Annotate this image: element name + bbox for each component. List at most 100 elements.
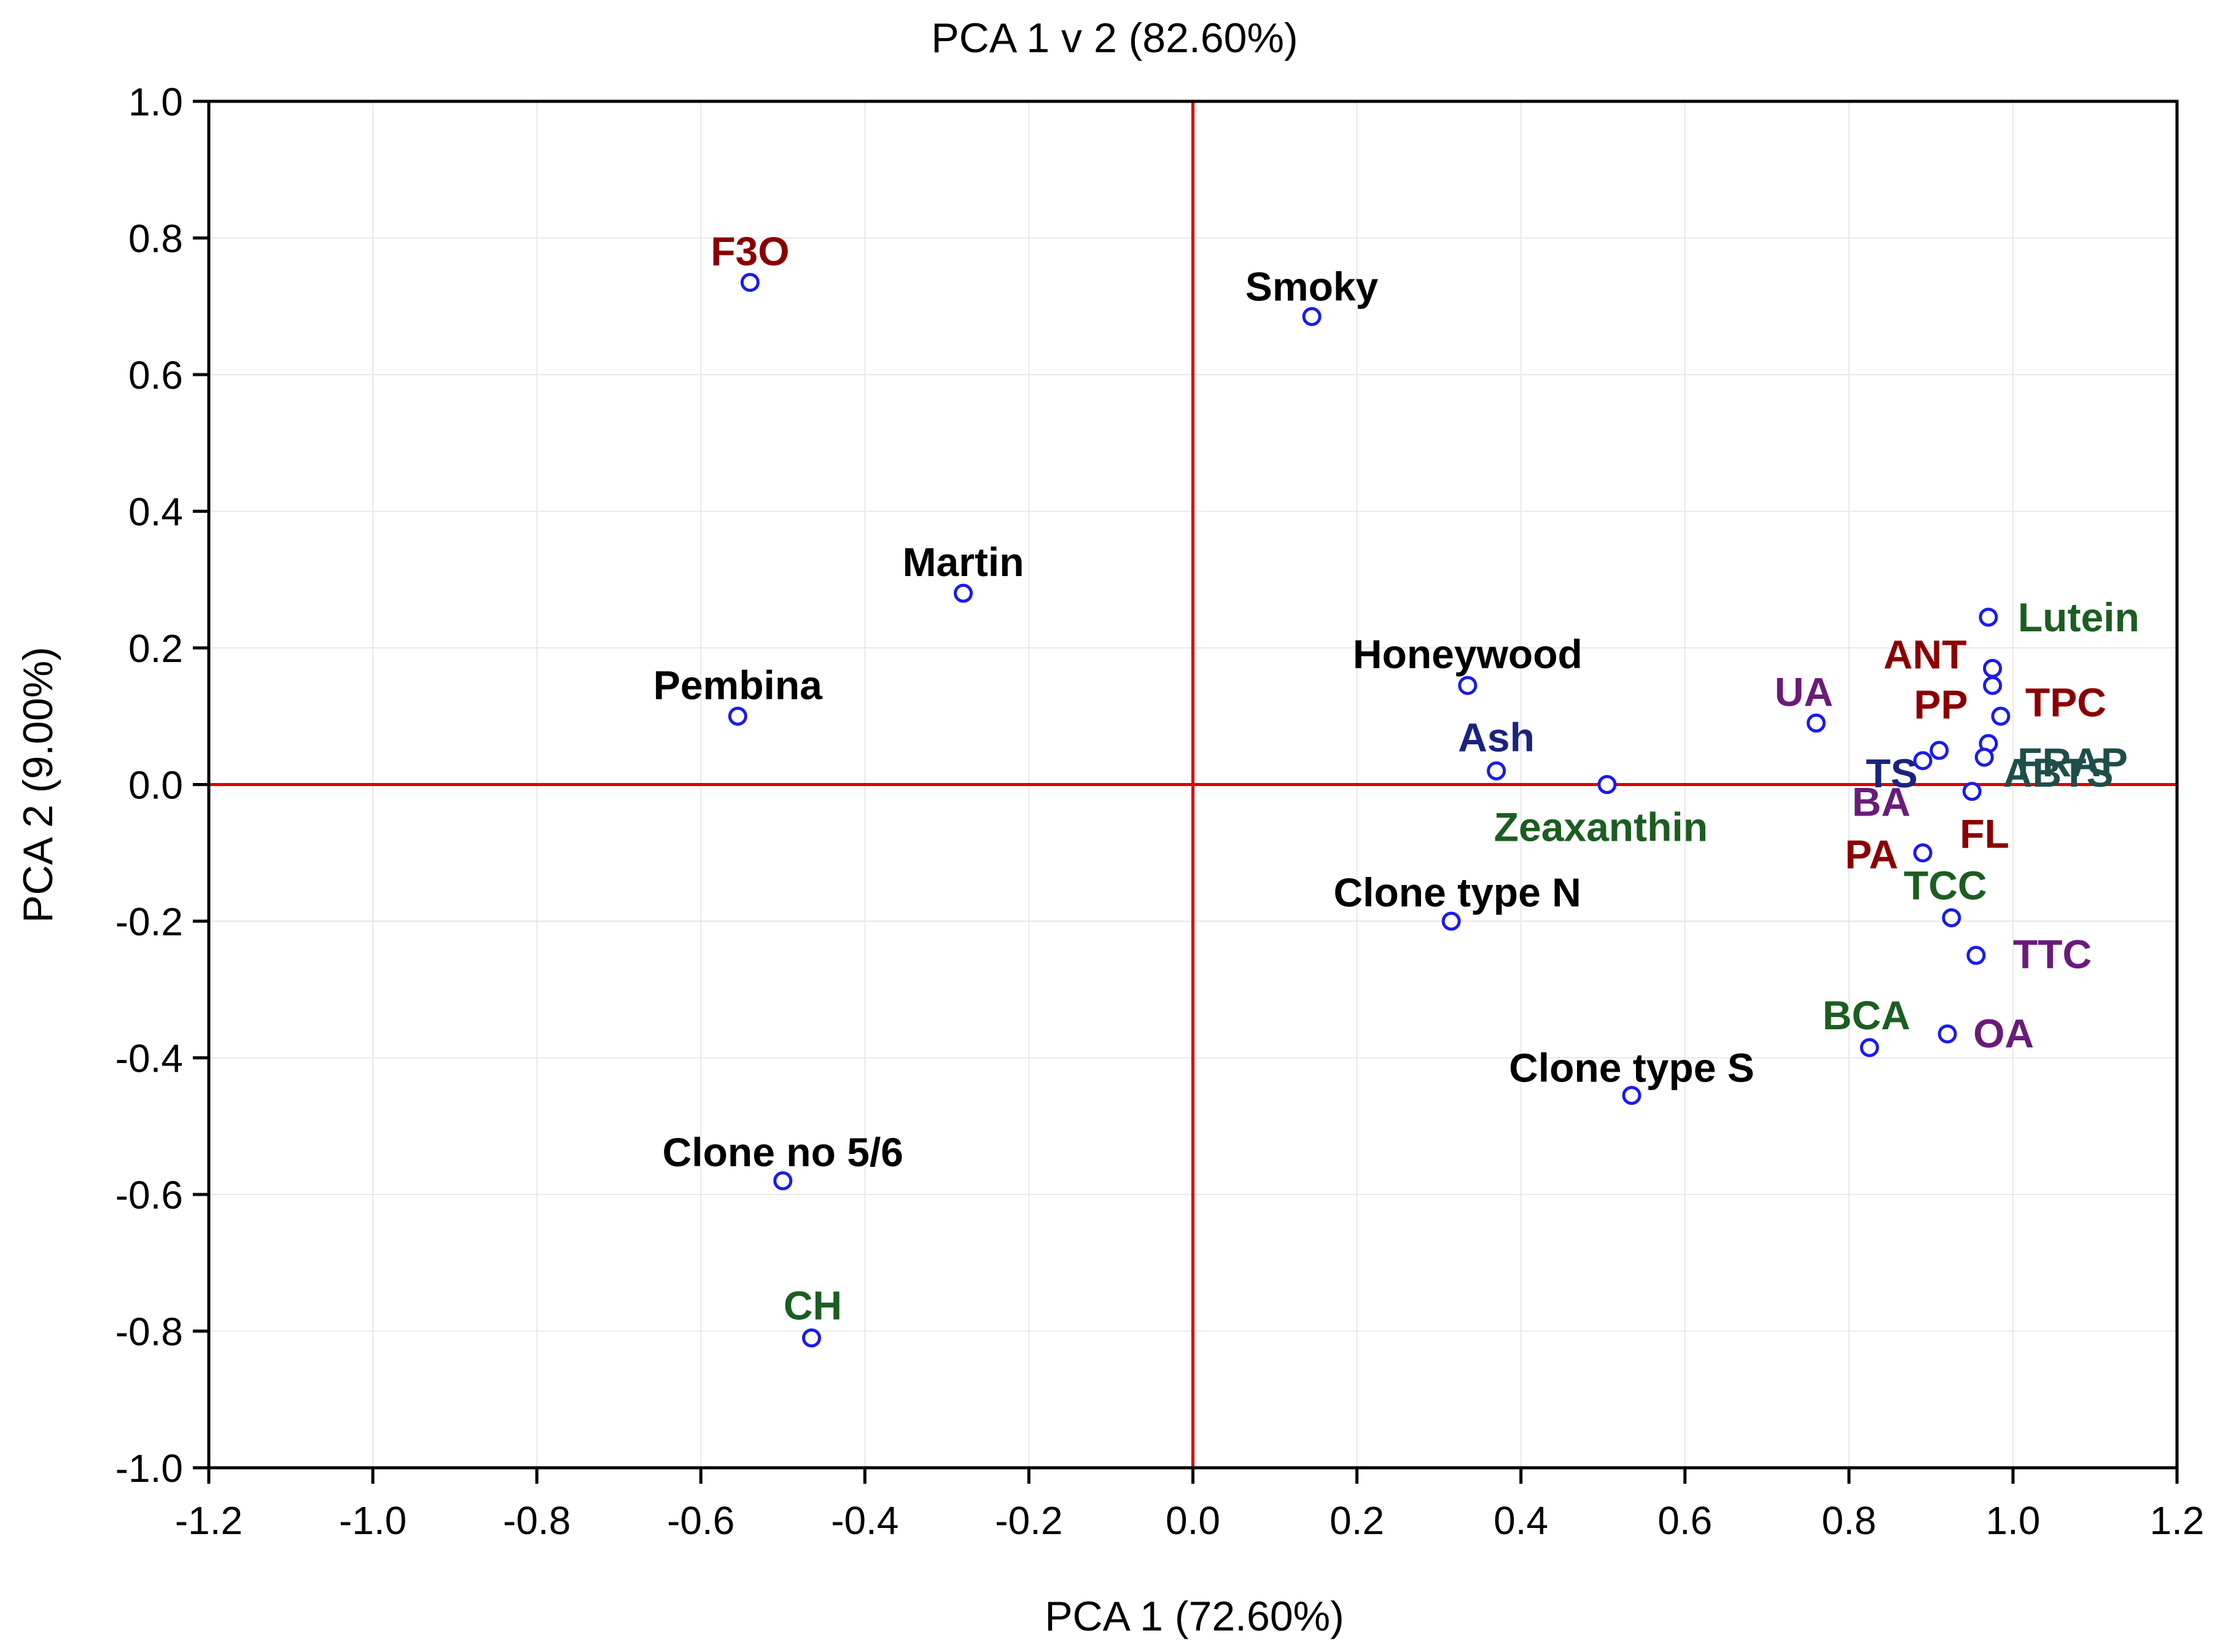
- x-tick-label: -0.4: [831, 1498, 898, 1543]
- data-point: Smoky: [1245, 263, 1379, 326]
- point-label: TTC: [2013, 932, 2092, 977]
- point-label: Zeaxanthin: [1494, 805, 1708, 850]
- data-point: PA: [1845, 832, 1933, 877]
- point-label: ANT: [1883, 631, 1967, 677]
- point-label: UA: [1775, 669, 1833, 714]
- x-tick-label: -1.0: [339, 1498, 407, 1543]
- y-tick-label: 0.4: [128, 490, 183, 534]
- data-point: Lutein: [1979, 594, 2140, 640]
- point-label: OA: [1973, 1011, 2034, 1056]
- point-label: PP: [1914, 682, 1968, 727]
- point-label: Clone type N: [1333, 870, 1581, 915]
- chart-title: PCA 1 v 2 (82.60%): [931, 15, 1298, 61]
- point-label: Lutein: [2018, 594, 2140, 640]
- data-point: OA: [1938, 1011, 2034, 1056]
- point-marker: [1962, 782, 1982, 801]
- data-point: Clone type S: [1509, 1045, 1755, 1105]
- point-marker: [1806, 713, 1826, 733]
- point-marker: [1991, 706, 2011, 726]
- data-point: TTC: [1966, 932, 2092, 977]
- x-tick-label: -0.2: [995, 1498, 1062, 1543]
- point-label: ABTS: [2003, 750, 2114, 795]
- point-label: F3O: [711, 228, 789, 274]
- x-tick-label: 0.0: [1166, 1498, 1220, 1543]
- x-tick-label: 1.0: [1985, 1498, 2040, 1543]
- point-marker: [1930, 741, 1949, 760]
- data-point: Pembina: [653, 662, 823, 726]
- point-label: CH: [784, 1283, 842, 1328]
- x-tick-label: 0.6: [1657, 1498, 1712, 1543]
- point-marker: [802, 1328, 822, 1348]
- point-label: TPC: [2025, 679, 2106, 725]
- data-point: ABTS: [1979, 734, 2114, 795]
- point-marker: [1942, 908, 1961, 927]
- y-tick-label: 0.6: [128, 353, 183, 397]
- point-marker: [1983, 676, 2003, 695]
- data-point: Martin: [903, 539, 1024, 603]
- point-marker: [1441, 911, 1461, 931]
- data-point: BCA: [1823, 992, 1910, 1058]
- y-tick-label: -0.6: [115, 1173, 183, 1217]
- y-tick-label: -0.4: [115, 1037, 183, 1081]
- point-label: BCA: [1823, 992, 1910, 1038]
- point-marker: [1597, 775, 1617, 794]
- point-marker: [1974, 747, 1994, 767]
- point-label: Clone type S: [1509, 1045, 1755, 1091]
- x-axis-title: PCA 1 (72.60%): [1045, 1593, 1344, 1640]
- data-point: TS: [1866, 741, 1949, 796]
- data-point: FRAP: [1974, 739, 2128, 785]
- point-marker: [954, 583, 973, 603]
- x-tick-label: 0.4: [1494, 1498, 1548, 1543]
- point-marker: [1966, 946, 1986, 965]
- point-label: BA: [1852, 779, 1910, 825]
- data-point: CH: [784, 1283, 842, 1348]
- x-tick-label: -1.2: [175, 1498, 243, 1543]
- data-point: TPC: [1991, 679, 2106, 726]
- point-marker: [1860, 1038, 1879, 1058]
- point-label: TS: [1866, 750, 1917, 796]
- point-label: Martin: [903, 539, 1024, 585]
- point-label: Ash: [1458, 714, 1535, 760]
- y-tick-label: -0.2: [115, 900, 183, 944]
- point-marker: [1913, 843, 1933, 863]
- point-label: FL: [1960, 811, 2009, 857]
- data-point: Ash: [1458, 714, 1535, 781]
- point-marker: [1979, 607, 1998, 627]
- data-point: Clone no 5/6: [663, 1129, 903, 1191]
- y-tick-label: 0.8: [128, 217, 183, 261]
- y-tick-label: -0.8: [115, 1310, 183, 1354]
- x-tick-label: 0.8: [1821, 1498, 1876, 1543]
- point-label: PA: [1845, 832, 1898, 877]
- data-point: BA: [1852, 751, 1933, 825]
- point-marker: [728, 706, 747, 726]
- data-point: Zeaxanthin: [1494, 775, 1708, 850]
- x-tick-label: -0.8: [503, 1498, 571, 1543]
- point-marker: [1487, 761, 1506, 781]
- x-tick-label: 0.2: [1330, 1498, 1384, 1543]
- y-tick-label: 0.2: [128, 626, 183, 671]
- point-label: Pembina: [653, 662, 823, 707]
- point-label: FRAP: [2017, 739, 2128, 785]
- x-tick-label: 1.2: [2150, 1498, 2205, 1543]
- data-point: ANT: [1883, 631, 2003, 678]
- y-axis-ticks: -1.0 -0.8 -0.6 -0.4 -0.2 0.0 0.2 0.4 0.6 0.8 1.0: [115, 80, 209, 1490]
- reference-lines: [209, 101, 2177, 1468]
- point-marker: [1302, 306, 1322, 326]
- y-axis-title: PCA 2 (9.00%): [15, 647, 61, 923]
- point-marker: [1938, 1024, 1957, 1044]
- point-label: Honeywood: [1353, 631, 1583, 677]
- data-point: PP: [1914, 676, 2003, 727]
- data-point: FL: [1960, 782, 2009, 857]
- point-label: TCC: [1904, 862, 1987, 908]
- point-label: Clone no 5/6: [663, 1129, 903, 1175]
- point-marker: [773, 1171, 793, 1191]
- data-point: Clone type N: [1333, 870, 1581, 931]
- x-tick-label: -0.6: [667, 1498, 734, 1543]
- point-marker: [740, 273, 760, 292]
- point-marker: [1983, 658, 2003, 678]
- data-points: F3O Smoky Martin Pembina Honeywood Ash Zeaxant…: [653, 228, 2140, 1348]
- y-tick-label: 0.0: [128, 763, 183, 808]
- point-marker: [1913, 751, 1933, 771]
- y-tick-label: -1.0: [115, 1446, 183, 1490]
